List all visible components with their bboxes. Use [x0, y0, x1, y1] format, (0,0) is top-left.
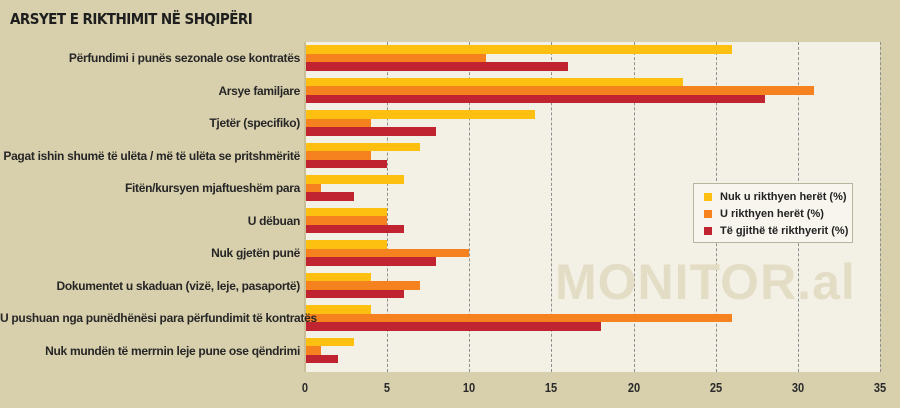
x-tick-label: 30 — [791, 380, 804, 395]
x-tick-label: 35 — [873, 380, 887, 395]
bar — [305, 53, 486, 63]
category-label: Pagat ishin shumë të ulëta / më të ulëta… — [3, 148, 300, 163]
legend-item: U rikthyen herët (%) — [704, 205, 852, 222]
x-tick-label: 10 — [463, 380, 476, 395]
bar — [305, 118, 371, 128]
category-label: Përfundimi i punës sezonale ose kontratë… — [68, 51, 300, 65]
category-label: Dokumentet u skaduan (vizë, leje, pasapo… — [56, 278, 300, 293]
category-label: U dëbuan — [247, 213, 301, 228]
gridline — [469, 42, 471, 372]
x-tick-label: 15 — [545, 380, 558, 395]
bar — [305, 322, 601, 331]
bar — [305, 272, 371, 282]
bar — [305, 240, 388, 249]
bar — [305, 281, 420, 290]
legend-label: U rikthyen herët (%) — [720, 207, 824, 220]
bar — [305, 183, 322, 193]
legend: Nuk u rikthyen herët (%) U rikthyen herë… — [693, 183, 853, 243]
category-label: U pushuan nga punëdhënësi para përfundim… — [0, 311, 317, 325]
bar — [305, 45, 733, 54]
bar — [305, 305, 371, 314]
y-axis-line — [304, 42, 306, 372]
gridline — [880, 42, 881, 372]
legend-item: Nuk u rikthyen herët (%) — [704, 188, 852, 205]
x-tick-label: 5 — [384, 380, 391, 395]
bar — [305, 142, 420, 152]
legend-swatch-icon — [704, 209, 712, 218]
category-label: Fitën/kursyen mjaftueshëm para — [124, 181, 300, 195]
bar — [305, 313, 733, 323]
bar — [305, 86, 815, 95]
gridline — [633, 42, 635, 372]
bar — [305, 127, 437, 136]
gridline — [387, 42, 389, 372]
x-tick-label: 20 — [627, 380, 640, 395]
gridline — [551, 42, 553, 372]
bar — [305, 175, 404, 184]
x-tick-label: 0 — [301, 380, 309, 395]
watermark: MONITOR.al — [555, 254, 856, 310]
bar — [305, 216, 388, 225]
bar — [305, 159, 388, 169]
legend-label: Nuk u rikthyen herët (%) — [720, 190, 847, 203]
bar — [305, 94, 765, 104]
x-tick-label: 25 — [709, 380, 722, 395]
legend-label: Të gjithë të rikthyerit (%) — [720, 224, 849, 237]
bar — [305, 62, 568, 71]
bar — [305, 337, 355, 347]
category-label: Nuk gjetën punë — [211, 246, 300, 260]
bar — [305, 257, 437, 266]
category-label: Tjetër (specifiko) — [209, 116, 300, 130]
bar — [305, 346, 322, 355]
legend-item: Të gjithë të rikthyerit (%) — [704, 222, 852, 239]
bar — [305, 110, 535, 119]
bar — [305, 224, 404, 234]
bar — [305, 151, 371, 160]
bar — [305, 192, 355, 201]
category-label: Arsye familjare — [218, 83, 300, 98]
chart-title: ARSYET E RIKTHIMIT NË SHQIPËRI — [10, 10, 253, 28]
bar — [305, 77, 683, 87]
bar — [305, 354, 338, 364]
category-label: Nuk mundën të merrnin leje pune ose qënd… — [45, 343, 300, 358]
bar — [305, 207, 388, 217]
bar — [305, 289, 404, 299]
legend-swatch-icon — [704, 192, 712, 201]
bar — [305, 248, 470, 258]
legend-swatch-icon — [704, 226, 712, 235]
